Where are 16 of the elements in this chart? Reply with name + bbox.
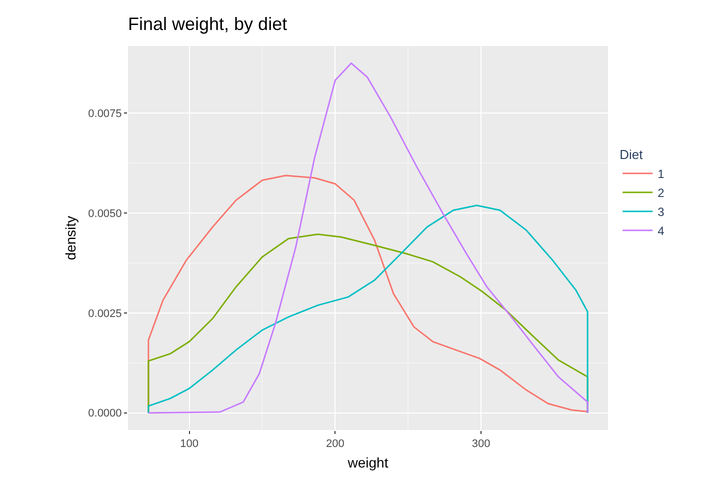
y-axis-title: density xyxy=(62,216,79,260)
chart-title: Final weight, by diet xyxy=(128,14,288,34)
legend-label: 2 xyxy=(658,186,665,200)
line-series xyxy=(148,62,588,414)
legend-title: Diet xyxy=(620,146,644,162)
legend-label: 4 xyxy=(658,224,665,238)
x-tick-label: 100 xyxy=(180,438,198,450)
legend-label: 1 xyxy=(658,167,665,182)
x-axis-title: weight xyxy=(346,454,388,470)
y-tick-label: 0.0050 xyxy=(88,208,122,220)
y-tick-label: 0.0025 xyxy=(88,308,122,320)
x-tick-label: 200 xyxy=(326,438,344,450)
legend-label: 3 xyxy=(658,205,665,220)
x-tick-label: 300 xyxy=(472,438,490,450)
y-tick-label: 0.0075 xyxy=(88,108,122,120)
y-tick-label: 0.0000 xyxy=(88,408,122,420)
